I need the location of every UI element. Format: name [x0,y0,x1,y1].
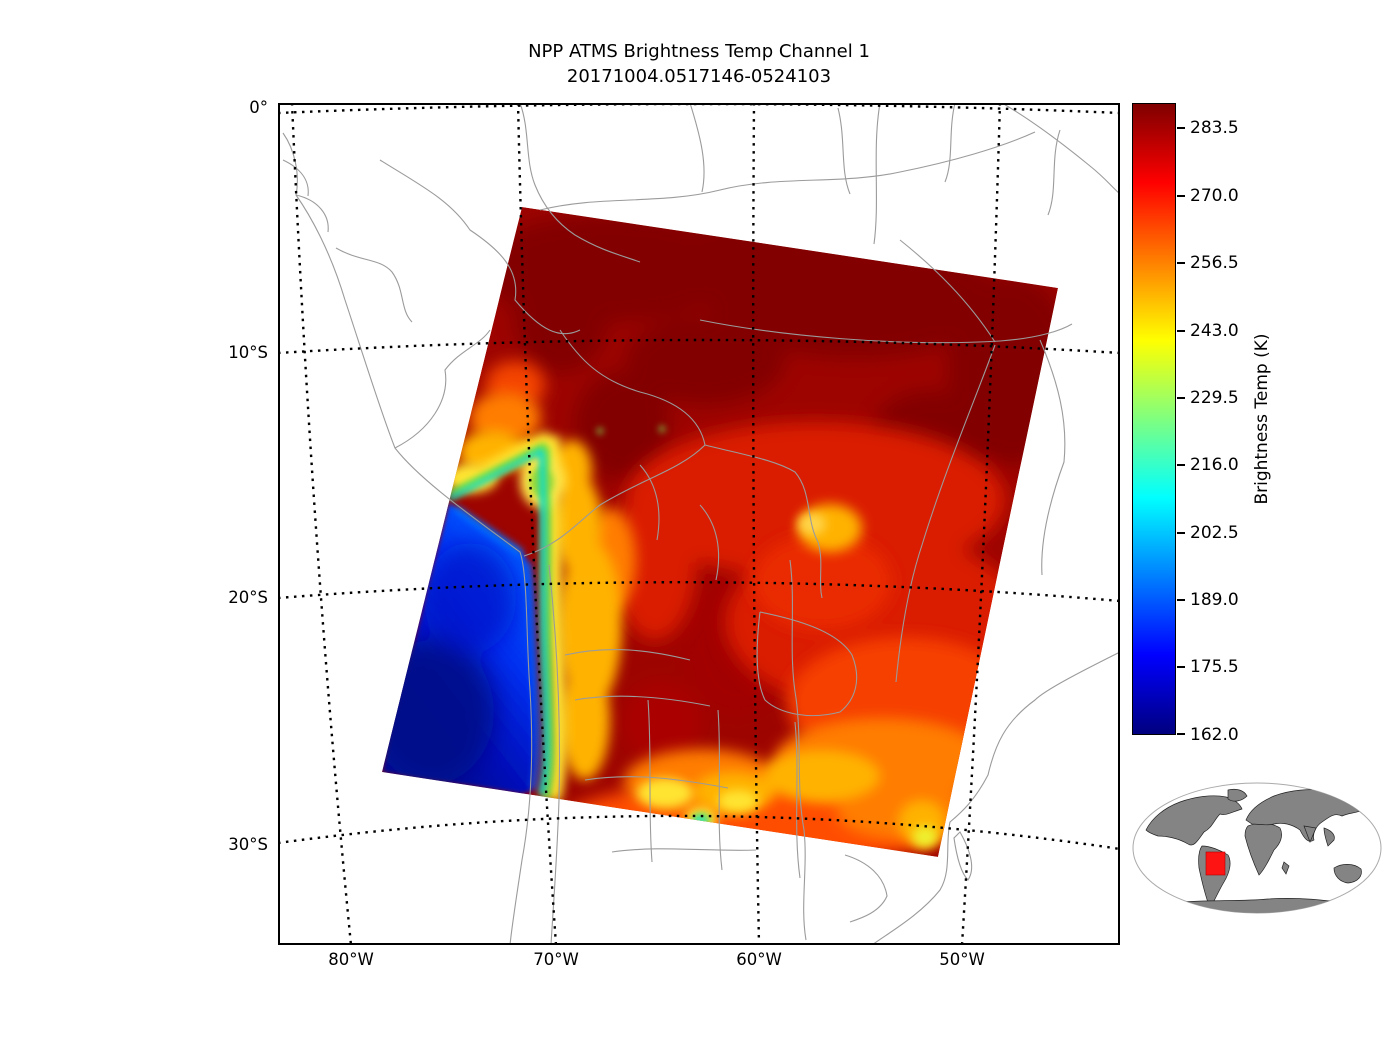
colorbar-tick-229-5: 229.5 [1190,388,1239,408]
lon-tick-80w: 80°W [328,950,374,969]
continent-se-asia [1323,827,1335,847]
colorbar-tickmark [1177,733,1185,735]
colorbar-tickmark [1177,262,1185,264]
colorbar-gradient [1132,103,1176,735]
continent-australia [1333,864,1362,884]
lat-tick-10s: 10°S [228,343,268,362]
colorbar-tick-189-0: 189.0 [1190,590,1239,610]
colorbar-tick-270-0: 270.0 [1190,186,1239,206]
graticule [278,103,1120,945]
map-frame [278,103,1120,945]
inset-coverage-box [1205,851,1226,876]
continent-greenland [1227,788,1248,802]
colorbar-tickmark [1177,397,1185,399]
plot-title: NPP ATMS Brightness Temp Channel 1 [528,41,870,62]
continent-africa [1244,822,1282,876]
colorbar-tick-202-5: 202.5 [1190,523,1239,543]
island-madagascar [1281,861,1290,875]
lon-tick-70w: 70°W [533,950,579,969]
colorbar-tick-283-5: 283.5 [1190,118,1239,138]
map-plot-area [278,103,1120,945]
colorbar-tick-256-5: 256.5 [1190,253,1239,273]
lat-tick-20s: 20°S [228,588,268,607]
colorbar-tickmark [1177,666,1185,668]
ne-brazil-coastline [1001,103,1120,195]
colorbar-tick-162-0: 162.0 [1190,725,1239,745]
colorbar-tickmark [1177,330,1185,332]
continent-india [1303,825,1317,843]
parallel-10s [278,338,1120,355]
lat-tick-30s: 30°S [228,835,268,854]
colorbar-tickmark [1177,127,1185,129]
amazon-river [539,131,1036,211]
colorbar-tickmark [1177,599,1185,601]
inset-globe [1132,782,1382,914]
colorbar-tickmark [1177,532,1185,534]
colorbar-axis-label: Brightness Temp (K) [1252,333,1272,505]
plot-subtitle-timestamp: 20171004.0517146-0524103 [566,66,832,87]
parallel-0 [278,103,1120,115]
continent-north-america [1145,795,1243,846]
parallel-30s [278,814,1120,851]
colorbar-tick-175-5: 175.5 [1190,657,1239,677]
lat-tick-0: 0° [249,98,268,117]
colorbar-tickmark [1177,464,1185,466]
parallel-20s [278,581,1120,603]
swath-raster [382,207,1058,857]
colorbar-tick-243-0: 243.0 [1190,321,1239,341]
lon-tick-50w: 50°W [939,950,985,969]
lon-tick-60w: 60°W [736,950,782,969]
colorbar-tick-216-0: 216.0 [1190,455,1239,475]
continent-eurasia [1245,789,1365,842]
colorbar-tickmark [1177,195,1185,197]
pacific-coastline [282,132,533,945]
